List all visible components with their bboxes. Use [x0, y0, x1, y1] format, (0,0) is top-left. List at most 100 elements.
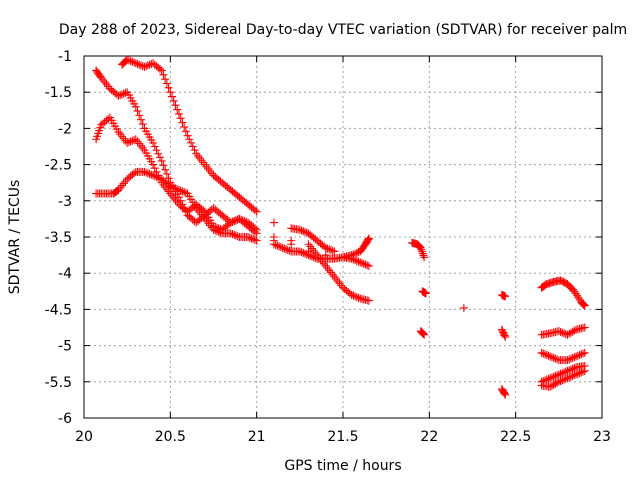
data-point	[199, 158, 208, 167]
data-point	[563, 330, 572, 339]
data-point	[211, 226, 220, 235]
data-point	[351, 249, 360, 258]
data-point	[135, 139, 144, 148]
data-point	[546, 382, 555, 391]
data-point	[117, 90, 126, 99]
data-point	[276, 243, 285, 252]
data-point	[138, 120, 147, 129]
data-point	[328, 270, 337, 279]
data-point	[568, 353, 577, 362]
data-point	[364, 235, 373, 244]
data-point	[206, 167, 215, 176]
data-point	[142, 62, 151, 71]
data-point	[231, 231, 240, 240]
data-point	[121, 136, 130, 145]
y-tick-label: -4.5	[45, 302, 72, 318]
data-point	[269, 218, 278, 227]
data-point	[359, 259, 368, 268]
data-point	[119, 89, 128, 98]
data-point	[561, 374, 570, 383]
data-point	[121, 88, 130, 97]
data-point	[168, 191, 177, 200]
data-point	[501, 332, 510, 341]
data-point	[546, 352, 555, 361]
data-point	[126, 137, 135, 146]
data-point	[295, 247, 304, 256]
x-tick-label: 23	[593, 429, 611, 445]
data-point	[252, 229, 261, 238]
data-point	[551, 354, 560, 363]
data-point	[121, 177, 130, 186]
data-point	[171, 101, 180, 110]
data-point	[180, 188, 189, 197]
data-point	[566, 354, 575, 363]
data-point	[330, 272, 339, 281]
data-point	[570, 326, 579, 335]
data-point	[295, 225, 304, 234]
data-point	[302, 228, 311, 237]
data-point	[570, 364, 579, 373]
x-tick-label: 20	[75, 429, 93, 445]
data-point	[162, 79, 171, 88]
data-point	[421, 289, 430, 298]
data-point	[192, 149, 201, 158]
data-point	[226, 218, 235, 227]
data-point	[226, 229, 235, 238]
data-point	[181, 188, 190, 197]
data-point	[357, 259, 366, 268]
data-point	[228, 217, 237, 226]
data-point	[568, 372, 577, 381]
data-point	[326, 268, 335, 277]
data-point	[130, 135, 139, 144]
data-point	[230, 217, 239, 226]
data-point	[323, 244, 332, 253]
data-point	[580, 348, 589, 357]
data-point	[117, 132, 126, 141]
data-point	[252, 236, 261, 245]
data-point	[553, 355, 562, 364]
data-point	[117, 181, 126, 190]
data-point	[285, 246, 294, 255]
y-tick-label: -5.5	[45, 375, 72, 391]
data-point	[161, 75, 170, 84]
data-point	[212, 227, 221, 236]
data-point	[133, 137, 142, 146]
data-point	[197, 156, 206, 165]
data-point	[114, 91, 123, 100]
data-point	[563, 356, 572, 365]
data-point	[577, 350, 586, 359]
data-point	[544, 351, 553, 360]
data-point	[152, 146, 161, 155]
data-point	[418, 329, 427, 338]
data-point	[352, 293, 361, 302]
data-point	[130, 169, 139, 178]
data-point	[363, 261, 372, 270]
data-point	[102, 80, 111, 89]
data-point	[145, 170, 154, 179]
data-point	[275, 242, 284, 251]
data-point	[173, 198, 182, 207]
x-tick-label: 20.5	[155, 429, 186, 445]
data-point	[500, 331, 509, 340]
data-point	[123, 138, 132, 147]
data-point	[561, 367, 570, 376]
data-point	[128, 136, 137, 145]
data-point	[332, 274, 341, 283]
data-point	[168, 183, 177, 192]
data-point	[580, 366, 589, 375]
data-point	[150, 172, 159, 181]
data-point	[333, 277, 342, 286]
x-axis-label: GPS time / hours	[284, 458, 401, 474]
data-point	[418, 247, 427, 256]
data-point	[136, 115, 145, 124]
data-point	[579, 349, 588, 358]
data-point	[100, 78, 109, 87]
data-point	[140, 62, 149, 71]
data-point	[565, 329, 574, 338]
data-point	[501, 390, 510, 399]
data-point	[328, 246, 337, 255]
data-point	[354, 293, 363, 302]
data-point	[570, 371, 579, 380]
data-point	[551, 372, 560, 381]
data-point	[178, 187, 187, 196]
